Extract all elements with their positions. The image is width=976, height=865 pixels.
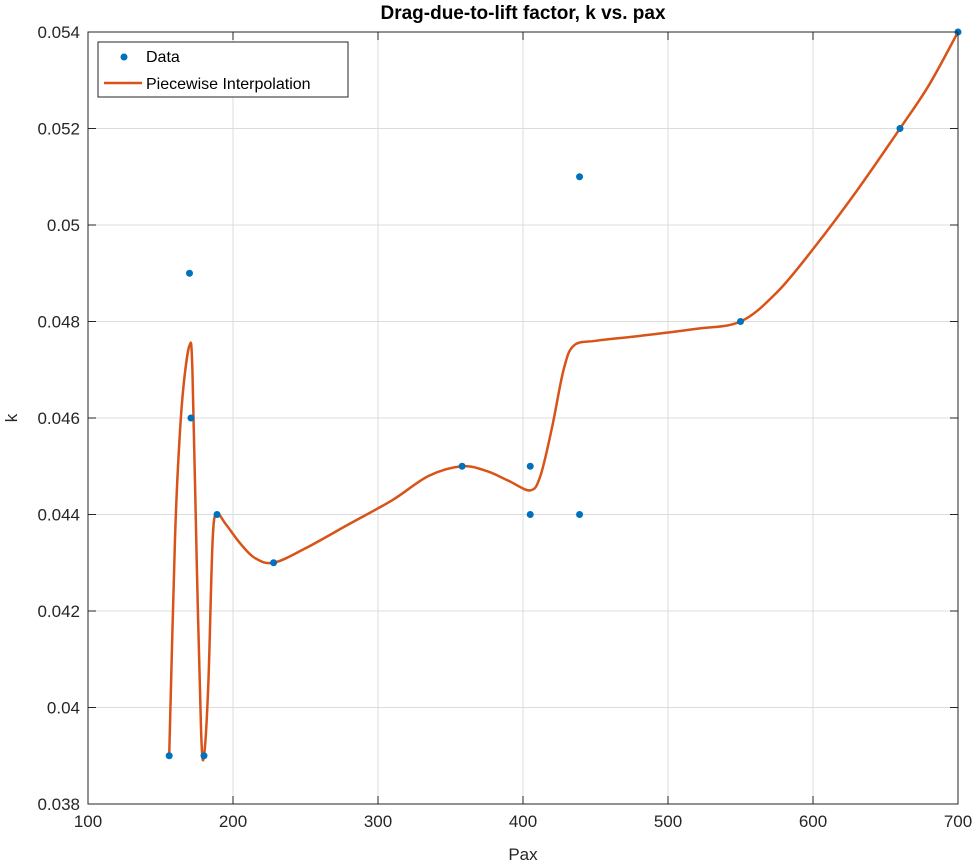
data-point bbox=[737, 318, 744, 325]
data-point bbox=[270, 559, 278, 567]
y-tick-label: 0.038 bbox=[37, 795, 80, 814]
x-tick-label: 100 bbox=[74, 812, 102, 831]
x-tick-label: 600 bbox=[799, 812, 827, 831]
legend-entry-interpolation: Piecewise Interpolation bbox=[146, 76, 311, 93]
x-tick-label: 200 bbox=[219, 812, 247, 831]
data-point bbox=[187, 414, 195, 422]
data-point bbox=[213, 511, 221, 518]
y-tick-label: 0.044 bbox=[37, 506, 80, 525]
data-point bbox=[576, 511, 584, 518]
legend-marker-data bbox=[120, 53, 128, 61]
y-axis-label: k bbox=[2, 413, 21, 422]
legend-box bbox=[97, 41, 349, 98]
data-point bbox=[200, 752, 208, 760]
chart-title: Drag-due-to-lift factor, k vs. pax bbox=[380, 3, 665, 24]
x-axis-label: Pax bbox=[508, 845, 538, 864]
interpolation-line-layer bbox=[167, 31, 960, 762]
x-tick-label: 300 bbox=[364, 812, 392, 831]
data-point bbox=[576, 173, 584, 181]
data-point bbox=[458, 462, 466, 470]
data-point bbox=[526, 511, 534, 518]
y-tick-label: 0.052 bbox=[37, 120, 80, 139]
data-point bbox=[896, 125, 904, 132]
y-tick-label: 0.05 bbox=[47, 216, 80, 235]
legend-entry-data: Data bbox=[146, 49, 180, 66]
y-tick-label: 0.046 bbox=[37, 409, 80, 428]
y-tick-label: 0.04 bbox=[47, 699, 80, 718]
y-tick-label: 0.042 bbox=[37, 602, 80, 621]
x-tick-label: 500 bbox=[654, 812, 682, 831]
grid-lines bbox=[88, 32, 958, 804]
data-point bbox=[186, 269, 193, 277]
legend: Data Piecewise Interpolation bbox=[97, 41, 349, 98]
y-tick-label: 0.048 bbox=[37, 313, 80, 332]
y-axis-ticks: 0.038 0.04 0.042 0.044 0.046 0.048 0.05 0.052 0.… bbox=[37, 23, 958, 814]
data-point bbox=[165, 752, 173, 760]
interpolation-line bbox=[167, 31, 960, 762]
x-axis-ticks: 100 200 300 400 500 600 700 bbox=[74, 32, 972, 831]
data-point bbox=[526, 462, 534, 470]
x-tick-label: 700 bbox=[944, 812, 972, 831]
y-tick-label: 0.054 bbox=[37, 23, 80, 42]
x-tick-label: 400 bbox=[509, 812, 537, 831]
